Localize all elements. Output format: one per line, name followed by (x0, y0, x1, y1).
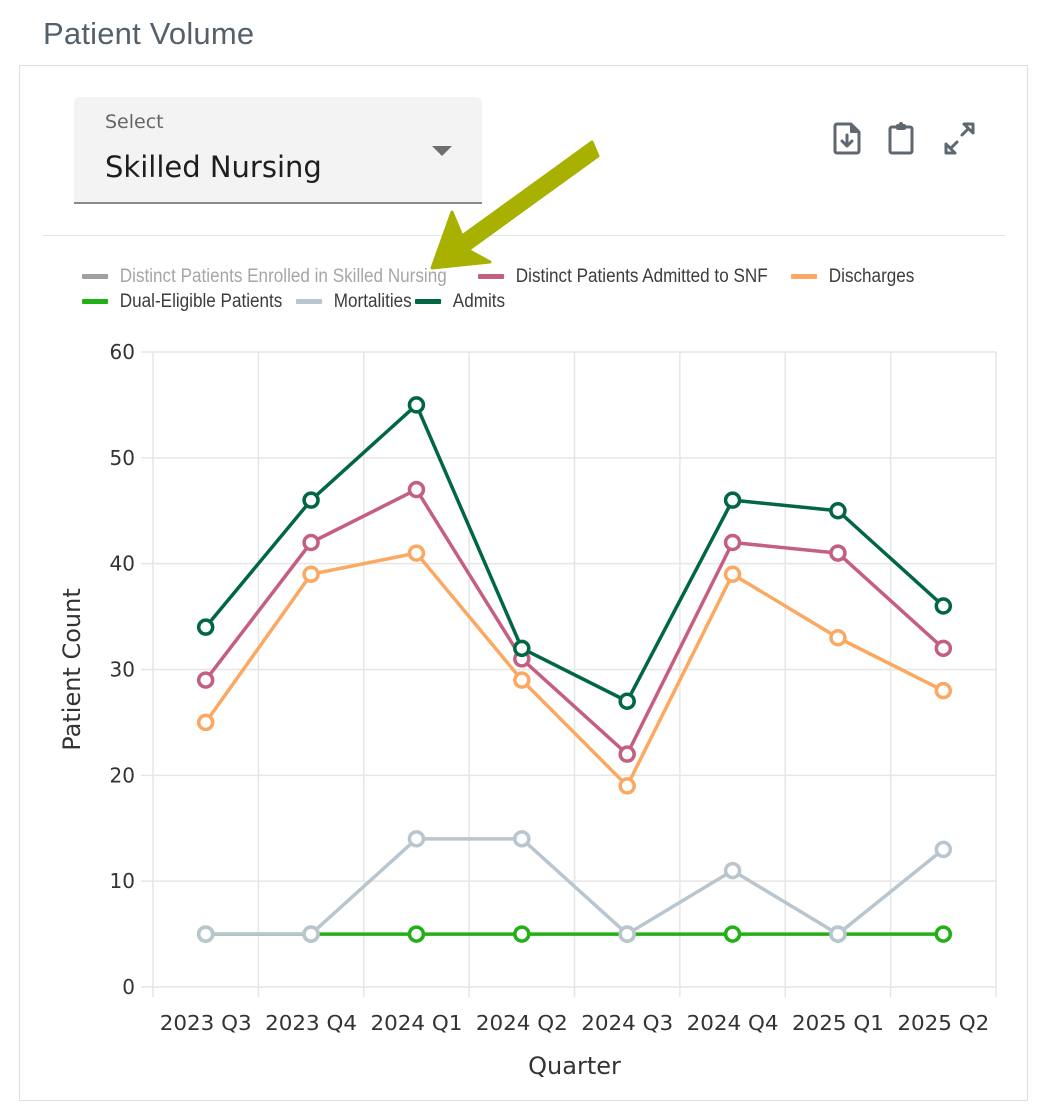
data-point[interactable] (723, 565, 742, 583)
data-point[interactable] (618, 777, 636, 795)
x-axis-title: Quarter (528, 1052, 621, 1080)
x-tick-label: 2023 Q3 (160, 1011, 252, 1035)
data-point[interactable] (934, 639, 953, 658)
data-point[interactable] (407, 544, 426, 562)
data-point[interactable] (302, 533, 320, 552)
y-tick-label: 50 (110, 446, 135, 470)
legend-swatch (415, 299, 442, 304)
series-line (204, 551, 945, 788)
series-admits (196, 396, 953, 710)
y-tick-label: 0 (122, 975, 135, 999)
data-point[interactable] (829, 925, 847, 943)
data-point[interactable] (934, 925, 953, 943)
legend-label: Discharges (828, 265, 915, 287)
legend-item-admits[interactable]: Admits (415, 291, 505, 313)
data-point[interactable] (618, 745, 636, 763)
data-point[interactable] (618, 692, 636, 710)
legend-label: Distinct Patients Enrolled in Skilled Nu… (119, 265, 447, 287)
x-tick-label: 2024 Q3 (581, 1011, 673, 1035)
legend-item-admitted-snf[interactable]: Distinct Patients Admitted to SNF (478, 266, 768, 288)
y-tick-label: 30 (110, 658, 135, 682)
series-line (205, 837, 945, 936)
y-axis: 0 10 20 30 40 50 60 (110, 340, 135, 999)
x-tick-label: 2024 Q1 (370, 1011, 462, 1035)
legend-label: Dual-Eligible Patients (119, 290, 283, 312)
category-select[interactable]: Select Skilled Nursing (74, 97, 482, 204)
legend-swatch (82, 299, 109, 304)
data-point[interactable] (302, 565, 320, 583)
data-point[interactable] (513, 925, 531, 943)
data-point[interactable] (407, 396, 426, 414)
series-line (204, 487, 945, 756)
data-point[interactable] (829, 544, 847, 562)
data-point[interactable] (407, 830, 426, 848)
legend-swatch (295, 299, 322, 304)
data-point[interactable] (302, 925, 320, 943)
x-axis: 2023 Q3 2023 Q4 2024 Q1 2024 Q2 2024 Q3 2024 … (160, 1011, 990, 1035)
x-tick-label: 2025 Q2 (897, 1011, 989, 1035)
legend-item-discharges[interactable]: Discharges (791, 266, 914, 288)
data-point[interactable] (618, 925, 636, 943)
x-tick-label: 2024 Q4 (687, 1011, 779, 1035)
download-file-icon[interactable] (832, 120, 864, 156)
data-point[interactable] (513, 830, 531, 848)
data-point[interactable] (407, 480, 426, 499)
legend-label: Admits (452, 290, 506, 312)
data-point[interactable] (196, 925, 215, 943)
data-point[interactable] (513, 671, 531, 689)
series-discharges (196, 544, 953, 795)
legend-item-mortalities[interactable]: Mortalities (295, 290, 412, 313)
x-tick-label: 2024 Q2 (476, 1011, 568, 1035)
x-tick-label: 2023 Q4 (265, 1011, 357, 1035)
legend-item-dual-eligible[interactable]: Dual-Eligible Patients (82, 291, 282, 313)
data-point[interactable] (934, 840, 953, 859)
chart-legend: Distinct Patients Enrolled in Skilled Nu… (82, 264, 992, 314)
data-point[interactable] (196, 713, 215, 732)
chart-grid (141, 351, 997, 997)
data-point[interactable] (723, 491, 742, 509)
data-point[interactable] (829, 629, 847, 647)
data-point[interactable] (934, 681, 953, 700)
clipboard-icon[interactable] (886, 120, 918, 156)
series-layer (196, 396, 953, 943)
data-point[interactable] (723, 925, 742, 943)
y-tick-label: 10 (110, 869, 135, 893)
y-tick-label: 20 (110, 763, 135, 787)
x-tick-label: 2025 Q1 (792, 1011, 884, 1035)
data-point[interactable] (513, 639, 531, 658)
data-point[interactable] (302, 491, 320, 509)
y-tick-label: 60 (110, 340, 135, 364)
series-line (204, 403, 945, 703)
legend-item-enrolled[interactable]: Distinct Patients Enrolled in Skilled Nu… (82, 266, 447, 288)
y-axis-title: Patient Count (58, 588, 86, 750)
legend-label: Mortalities (333, 290, 412, 312)
data-point[interactable] (829, 502, 847, 520)
data-point[interactable] (934, 597, 953, 615)
legend-swatch (82, 274, 109, 279)
data-point[interactable] (196, 671, 215, 689)
y-tick-label: 40 (110, 552, 135, 576)
page-title: Patient Volume (43, 16, 255, 51)
data-point[interactable] (723, 861, 742, 880)
select-label: Select (105, 111, 164, 133)
legend-swatch (478, 274, 505, 279)
data-point[interactable] (196, 618, 215, 636)
data-point[interactable] (723, 533, 742, 552)
series-mortalities (196, 830, 953, 943)
select-value: Skilled Nursing (105, 150, 322, 183)
expand-icon[interactable] (942, 120, 978, 156)
legend-label: Distinct Patients Admitted to SNF (516, 265, 768, 287)
legend-swatch (791, 274, 818, 279)
data-point[interactable] (407, 925, 426, 943)
